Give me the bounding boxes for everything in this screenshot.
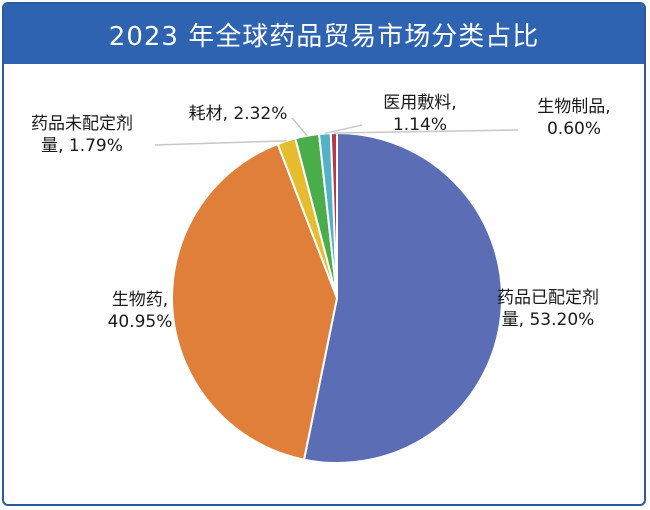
slice-label-1: 生物药, 40.95% <box>108 290 173 332</box>
slice-label-line: 量, 53.20% <box>502 310 595 330</box>
chart-title: 2023 年全球药品贸易市场分类占比 <box>108 21 540 52</box>
slice-label-3: 耗材, 2.32% <box>189 104 288 124</box>
slice-label-line: 40.95% <box>108 312 173 332</box>
pie-slice-0 <box>302 131 503 464</box>
slice-label-4: 医用敷料, 1.14% <box>383 93 456 135</box>
slice-label-line: 生物药, <box>112 290 168 310</box>
leader-line-5 <box>333 129 519 134</box>
slice-label-line: 生物制品, <box>537 97 610 117</box>
pie-slice-1 <box>171 142 339 461</box>
slice-label-line: 药品已配定剂 <box>497 288 599 308</box>
slice-label-line: 药品未配定剂 <box>31 114 133 134</box>
slice-label-line: 0.60% <box>547 119 601 139</box>
slice-label-0: 药品已配定剂量, 53.20% <box>497 288 599 330</box>
slice-label-2: 药品未配定剂量, 1.79% <box>31 114 133 156</box>
slice-label-line: 耗材, 2.32% <box>189 104 288 124</box>
slice-label-5: 生物制品, 0.60% <box>537 97 610 139</box>
title-bar: 2023 年全球药品贸易市场分类占比 <box>4 4 644 64</box>
slice-label-line: 医用敷料, <box>383 93 456 113</box>
leader-line-2 <box>154 140 287 146</box>
leader-line-4 <box>324 124 363 135</box>
slice-label-line: 1.14% <box>393 115 447 135</box>
leader-line-3 <box>291 117 308 137</box>
slice-label-line: 量, 1.79% <box>41 136 123 156</box>
